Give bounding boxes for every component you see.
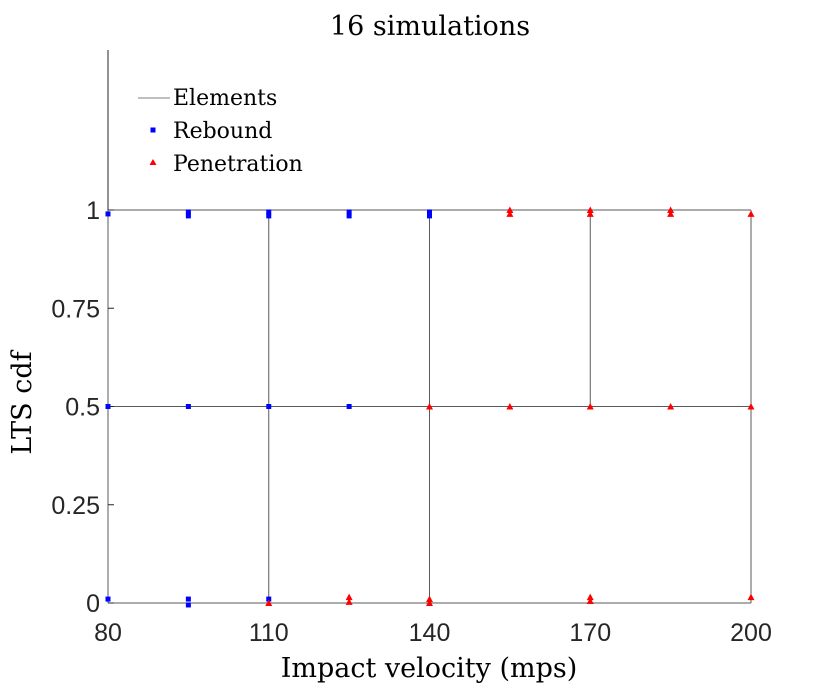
- legend-rebound-label: Rebound: [173, 119, 272, 144]
- plot-area: 0 0.25 0.5 0.75 1 80 110 140 170 200: [51, 50, 772, 647]
- penetration-point-4: [667, 206, 675, 213]
- rebound-point-10: [185, 404, 191, 409]
- penetration-point-8: [506, 403, 514, 410]
- legend: Elements Rebound Penetration: [138, 86, 303, 177]
- y-tick-label-2: 0.5: [65, 394, 100, 422]
- penetration-point-0: [506, 206, 514, 213]
- y-axis-label: LTS cdf: [7, 349, 38, 454]
- penetration-point-17: [586, 593, 594, 601]
- penetration-point-7: [426, 403, 433, 410]
- rebound-point-16: [266, 596, 272, 602]
- penetration-markers: [265, 206, 755, 606]
- penetration-point-1: [506, 210, 514, 217]
- y-ticks: 0 0.25 0.5 0.75 1: [51, 197, 114, 618]
- chart-title: 16 simulations: [330, 11, 530, 42]
- penetration-point-16: [426, 599, 433, 606]
- penetration-point-5: [667, 210, 675, 217]
- y-tick-label-0: 0: [86, 590, 100, 618]
- penetration-point-2: [586, 206, 594, 213]
- x-tick-label-3: 170: [569, 619, 611, 647]
- rebound-point-1: [185, 209, 191, 215]
- rebound-point-7: [427, 209, 432, 215]
- legend-penetration-label: Penetration: [173, 152, 303, 177]
- x-tick-label-0: 80: [94, 619, 122, 647]
- rebound-point-2: [185, 213, 191, 219]
- legend-penetration-marker: [149, 159, 157, 165]
- rebound-point-4: [266, 213, 272, 219]
- x-tick-label-1: 110: [249, 619, 289, 647]
- penetration-point-11: [747, 403, 755, 410]
- legend-rebound-marker: [150, 127, 156, 133]
- rebound-point-12: [346, 404, 352, 409]
- rebound-point-15: [185, 602, 191, 608]
- x-axis-label: Impact velocity (mps): [281, 653, 578, 684]
- y-tick-label-3: 0.75: [51, 295, 100, 323]
- rebound-point-6: [346, 213, 352, 219]
- penetration-point-3: [586, 210, 594, 217]
- rebound-point-11: [266, 404, 272, 409]
- y-tick-label-4: 1: [86, 197, 100, 225]
- x-tick-label-4: 200: [730, 619, 772, 647]
- penetration-point-6: [747, 210, 755, 217]
- rebound-point-5: [346, 209, 352, 215]
- legend-elements-label: Elements: [173, 86, 277, 111]
- rebound-point-14: [185, 596, 191, 602]
- penetration-point-12: [265, 599, 273, 606]
- penetration-point-15: [426, 595, 433, 603]
- penetration-point-9: [586, 403, 594, 410]
- penetration-point-14: [345, 598, 353, 605]
- penetration-point-18: [586, 597, 594, 605]
- rebound-markers: [105, 209, 432, 608]
- x-ticks: 80 110 140 170 200: [94, 619, 772, 647]
- x-tick-label-2: 140: [409, 619, 451, 647]
- rebound-point-8: [427, 213, 432, 219]
- penetration-point-10: [667, 403, 675, 410]
- penetration-point-13: [345, 593, 353, 601]
- rebound-point-9: [105, 404, 111, 409]
- y-tick-label-1: 0.25: [51, 492, 100, 520]
- penetration-point-19: [747, 593, 755, 601]
- rebound-point-3: [266, 209, 272, 215]
- rebound-point-0: [105, 211, 111, 217]
- rebound-point-13: [105, 596, 111, 602]
